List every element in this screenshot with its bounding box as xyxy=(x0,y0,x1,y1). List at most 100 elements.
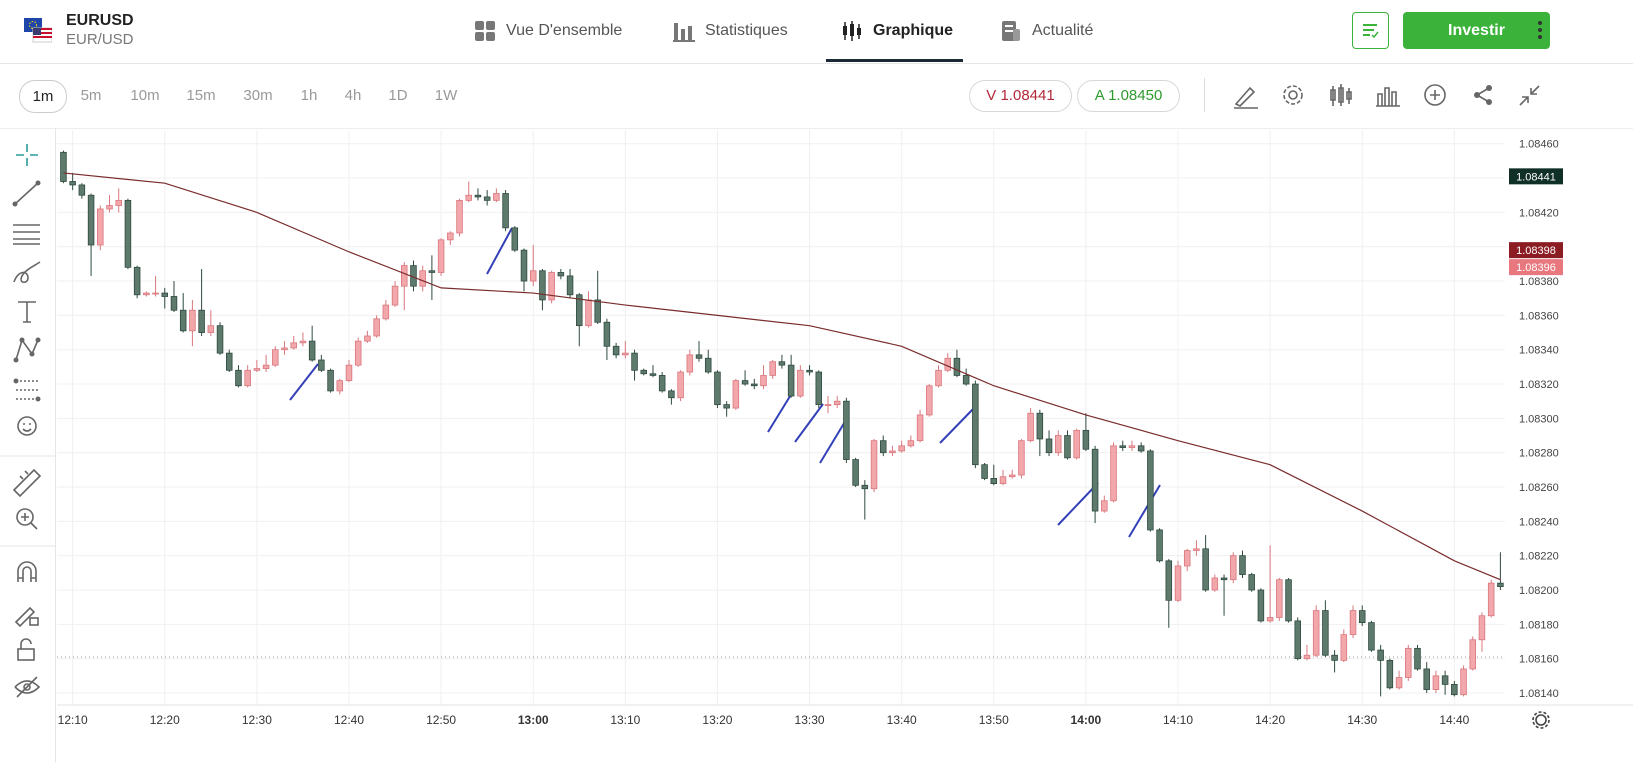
quote-side: A xyxy=(1094,87,1104,104)
settings[interactable] xyxy=(1283,85,1303,105)
tab[interactable]: Vue D'ensemble xyxy=(474,18,622,44)
candle-body xyxy=(695,354,703,359)
candle-body xyxy=(806,369,813,373)
invest-button[interactable]: Investir xyxy=(1403,12,1550,49)
visibility[interactable] xyxy=(14,676,41,698)
more-menu[interactable] xyxy=(1534,18,1546,44)
candle-body xyxy=(1266,617,1274,622)
candle-body xyxy=(502,193,509,229)
candle-body xyxy=(299,340,307,344)
chart-settings[interactable] xyxy=(1532,711,1550,729)
candle-body xyxy=(1183,550,1191,567)
candle-body xyxy=(465,194,472,201)
timeframe[interactable]: 1D xyxy=(388,87,408,104)
draw-tool[interactable] xyxy=(1234,86,1258,109)
candle-body xyxy=(529,270,537,282)
tab[interactable]: Statistiques xyxy=(673,18,788,44)
indicators[interactable] xyxy=(1376,87,1400,107)
timeframe[interactable]: 1h xyxy=(300,87,318,104)
trend-line xyxy=(939,406,976,444)
candle-body xyxy=(290,342,297,349)
pattern-tool[interactable] xyxy=(13,337,41,363)
add[interactable] xyxy=(1424,84,1446,106)
timeframe[interactable]: 30m xyxy=(243,87,273,104)
text-tool[interactable] xyxy=(18,301,36,323)
unlock[interactable] xyxy=(17,638,35,661)
share[interactable] xyxy=(1474,85,1492,105)
tab[interactable]: Graphique xyxy=(841,18,953,44)
candle-body xyxy=(327,369,334,392)
y-tick-label: 1.08300 xyxy=(1519,413,1559,425)
candle-body xyxy=(161,292,169,297)
candle-body xyxy=(1101,500,1108,512)
candle-body xyxy=(1276,579,1283,618)
watchlist-button[interactable] xyxy=(1352,12,1389,49)
tab-icon xyxy=(475,21,495,41)
price-marker-label: 1.08441 xyxy=(1516,171,1556,183)
candle-body xyxy=(1055,435,1062,454)
fib-tool[interactable] xyxy=(13,224,40,245)
tab-label: Actualité xyxy=(1032,22,1094,39)
timeframe[interactable]: 1m xyxy=(19,80,67,113)
timeframe[interactable]: 5m xyxy=(80,87,102,104)
tab-label: Graphique xyxy=(873,22,954,39)
y-tick-label: 1.08320 xyxy=(1519,379,1559,391)
y-tick-label: 1.08280 xyxy=(1519,448,1559,460)
sell-quote[interactable]: V 1.08441 xyxy=(969,80,1072,112)
x-tick-label: 14:30 xyxy=(1347,713,1377,727)
candle-body xyxy=(898,445,905,452)
candle-body xyxy=(1156,529,1163,562)
timeframe[interactable]: 10m xyxy=(130,87,160,104)
candle-body xyxy=(861,484,869,490)
candle-body xyxy=(1073,429,1080,459)
price-marker-label: 1.08398 xyxy=(1516,245,1556,257)
candle-body xyxy=(1312,610,1320,656)
x-tick-label: 12:50 xyxy=(426,713,456,727)
y-tick-label: 1.08340 xyxy=(1519,345,1559,357)
candle-body xyxy=(1405,647,1412,678)
candle-body xyxy=(778,361,786,366)
candle-body xyxy=(1294,620,1302,660)
zoom-tool[interactable] xyxy=(16,508,38,530)
magnet-tool[interactable] xyxy=(17,561,37,582)
trend-line xyxy=(794,403,824,443)
candle-body xyxy=(391,285,399,306)
candle-body xyxy=(1119,445,1126,448)
emoji-tool[interactable] xyxy=(17,416,37,436)
candle-body xyxy=(1239,555,1246,575)
candle-body xyxy=(106,205,113,210)
x-tick-label: 12:30 xyxy=(242,713,272,727)
candle-body xyxy=(345,364,353,381)
y-tick-label: 1.08460 xyxy=(1519,139,1559,151)
candle-body xyxy=(1174,565,1182,601)
candle-body xyxy=(953,357,961,376)
lock-drawings[interactable] xyxy=(14,606,39,628)
candle-body xyxy=(262,364,270,369)
tab[interactable]: Actualité xyxy=(1000,18,1093,44)
buy-quote[interactable]: A 1.08450 xyxy=(1077,80,1180,112)
candle-body xyxy=(170,296,178,311)
candle-body xyxy=(751,383,758,387)
x-tick-label: 13:30 xyxy=(795,713,825,727)
timeframe[interactable]: 4h xyxy=(344,87,362,104)
measure-tool[interactable] xyxy=(12,468,42,498)
timeframe[interactable]: 1W xyxy=(434,87,458,104)
active-tab-underline xyxy=(826,59,963,62)
toolbar xyxy=(0,64,1633,129)
chart-type[interactable] xyxy=(1330,84,1352,106)
projection-tool[interactable] xyxy=(13,378,41,402)
crosshair[interactable] xyxy=(16,144,38,166)
x-tick-label: 13:10 xyxy=(610,713,640,727)
collapse[interactable] xyxy=(1519,85,1540,106)
brush-tool[interactable] xyxy=(13,261,41,284)
x-tick-label: 14:20 xyxy=(1255,713,1285,727)
timeframe[interactable]: 15m xyxy=(186,87,216,104)
candle-body xyxy=(797,369,804,397)
line-tool[interactable] xyxy=(12,180,41,207)
candle-body xyxy=(935,369,942,387)
candle-body xyxy=(649,373,657,376)
candle-body xyxy=(78,184,86,196)
candle-body xyxy=(539,270,546,301)
candle-body xyxy=(760,375,767,387)
